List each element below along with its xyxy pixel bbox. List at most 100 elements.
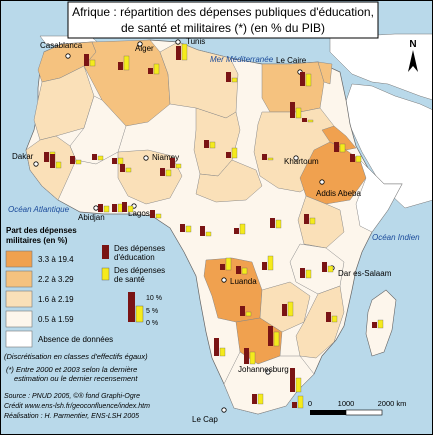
title-box: [67, 1, 379, 39]
bar-health-5: [231, 77, 238, 83]
bar-education-37: [326, 312, 331, 322]
bar-education-25: [180, 224, 185, 232]
bar-education-23: [122, 202, 127, 212]
bar-education-15: [170, 158, 175, 168]
country-mozambique: [295, 285, 345, 359]
city-dot-khartoum: [293, 155, 299, 161]
bar-education-21: [98, 204, 103, 212]
legend-bar-health-label-2: de santé: [114, 275, 145, 284]
city-label-le-cap: Le Cap: [192, 415, 218, 424]
title-line-1: Afrique : répartition des dépenses publi…: [72, 5, 374, 19]
city-label-luanda: Luanda: [230, 277, 257, 286]
city-label-dakar: Dakar: [12, 152, 34, 161]
legend-class-swatch-3: [5, 290, 33, 308]
legend-class-swatch-4: [5, 310, 33, 328]
legend-class-label-2: 2.2 à 3.29: [38, 275, 74, 284]
legend-class-label-1: 3.3 à 19.4: [38, 255, 74, 264]
scale-bar: 0 1000 2000 km: [308, 399, 407, 416]
bar-education-19: [334, 142, 339, 152]
city-dot-luanda: [221, 277, 227, 283]
bar-health-11: [97, 155, 104, 161]
bar-education-29: [304, 214, 309, 224]
legend-scale-bar-education: [128, 292, 135, 322]
bar-health-6: [295, 107, 302, 119]
city-label-tunis: Tunis: [186, 37, 205, 46]
scale-label-1000: 1000: [338, 399, 355, 408]
bar-education-22: [112, 204, 117, 212]
sea-label-med: Mer Méditerranée: [210, 55, 274, 64]
city-label-khartoum: Khartoum: [284, 157, 319, 166]
bar-education-35: [240, 306, 245, 316]
bar-health-30: [225, 257, 232, 271]
legend-scale-10: 10 %: [146, 295, 162, 302]
scale-label-2000: 2000 km: [378, 399, 407, 408]
legend-class-label-3: 1.6 à 2.19: [38, 295, 74, 304]
bar-health-16: [209, 141, 216, 149]
bar-health-43: [297, 395, 304, 409]
city-label-addis-abeba: Addis Abeba: [316, 189, 361, 198]
bar-health-0: [89, 59, 96, 67]
city-dot-johannesburg: [265, 369, 271, 375]
bar-education-9: [50, 154, 55, 168]
bar-health-19: [339, 143, 346, 153]
bar-health-33: [305, 269, 312, 279]
city-label-niamey: Niamey: [152, 153, 179, 162]
country-kenya: [297, 195, 345, 249]
country-mauritania: [33, 65, 95, 141]
bar-education-13: [120, 164, 125, 172]
bar-health-4: [305, 73, 312, 87]
city-label-abidjan: Abidjan: [78, 213, 105, 222]
bar-education-24: [150, 210, 155, 218]
bar-health-40: [249, 351, 256, 365]
bar-education-17: [226, 152, 231, 158]
bar-education-1: [176, 46, 181, 60]
bar-health-10: [75, 159, 82, 165]
bar-education-5: [226, 72, 231, 82]
sea-label-atlantic: Océan Atlantique: [8, 205, 70, 214]
legend-scale-0: 0 %: [146, 320, 158, 327]
bar-health-41: [273, 331, 280, 347]
city-label-casablanca: Casablanca: [40, 41, 83, 50]
bar-health-25: [185, 225, 192, 233]
bar-health-12: [117, 157, 124, 165]
city-dot-abidjan: [93, 205, 99, 211]
footnote-line-1: (*) Entre 2000 et 2003 selon la dernière: [6, 365, 137, 374]
bar-health-18: [267, 157, 274, 161]
north-label: N: [409, 39, 416, 50]
bar-education-14: [160, 168, 165, 176]
legend-class-label-4: 0.5 à 1.59: [38, 315, 74, 324]
sinai: [317, 61, 333, 85]
city-labels: Casablanca Alger Tunis Le Caire Dakar Ni…: [12, 37, 392, 424]
footnote-line-2: estimation ou le dernier recensement: [14, 374, 138, 383]
country-nigeria: [117, 149, 183, 205]
bar-health-44: [257, 393, 264, 405]
legend-bars: Des dépenses d'éducation Des dépenses de…: [101, 244, 165, 327]
bar-education-12: [112, 158, 117, 164]
city-label-johannesburg: Johannesburg: [238, 365, 289, 374]
legend-class-swatch-2: [5, 270, 33, 288]
bar-education-40: [244, 348, 249, 364]
bar-education-34: [322, 262, 327, 272]
city-dot-casablanca: [65, 53, 71, 59]
bar-health-42: [295, 377, 302, 393]
bar-health-36: [287, 301, 294, 317]
city-dot-dakar: [33, 161, 39, 167]
bar-education-32: [262, 262, 267, 270]
bar-education-3: [148, 68, 153, 74]
bar-education-41: [268, 326, 273, 346]
legend-military-title-1: Part des dépenses: [6, 226, 77, 235]
legend-bar-education-label-2: d'éducation: [114, 253, 155, 262]
bar-education-33: [300, 268, 305, 278]
land-eurasia: [329, 33, 433, 101]
legend-class-label-5: Absence de données: [38, 335, 113, 344]
bar-health-24: [155, 213, 162, 219]
legend-bar-education-label-1: Des dépenses: [114, 244, 165, 253]
city-dot-alger: [137, 41, 143, 47]
city-label-lagos: Lagos: [128, 209, 150, 218]
bar-education-27: [234, 228, 239, 234]
bar-education-28: [270, 218, 275, 228]
scale-label-0: 0: [308, 399, 312, 408]
bar-education-43: [292, 402, 297, 408]
bar-education-38: [372, 322, 377, 328]
bar-education-6: [290, 102, 295, 118]
